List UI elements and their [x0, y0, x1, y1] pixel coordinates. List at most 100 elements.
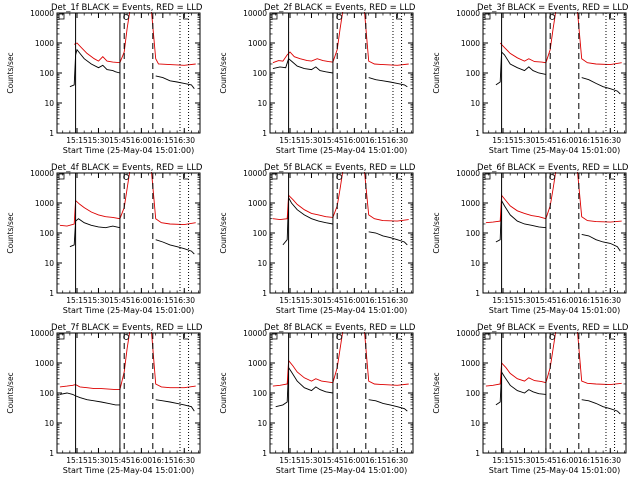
y-tick-label: 10000	[30, 9, 54, 18]
y-tick-label: 10000	[456, 9, 480, 18]
x-tick-label: 15:45	[109, 296, 131, 305]
detector-chart: Det_2f BLACK = Events, RED = LLD 1 10 100 10…	[219, 3, 416, 155]
y-tick-label: 10000	[243, 9, 267, 18]
y-tick-label: 1000	[35, 39, 54, 48]
x-axis-label: Start Time (25-May-04 15:01:00)	[489, 466, 620, 475]
marker-circle-glyph	[123, 14, 130, 20]
marker-corner-glyph	[396, 174, 402, 180]
chart-title: Det_5f BLACK = Events, RED = LLD	[264, 163, 416, 173]
marker-box-glyph	[484, 333, 491, 340]
detector-panel: Det_3f BLACK = Events, RED = LLD 1 10 100 10…	[426, 0, 639, 160]
y-tick-label: 1	[262, 129, 267, 138]
y-tick-label: 10	[470, 259, 480, 268]
events-series-line	[155, 239, 195, 255]
x-tick-label: 15:30	[88, 296, 110, 305]
detector-chart: Det_1f BLACK = Events, RED = LLD 1 10 100 10…	[6, 3, 203, 155]
series-group	[272, 12, 409, 88]
y-tick-label: 1000	[35, 199, 54, 208]
x-tick-label: 16:00	[344, 296, 366, 305]
x-axis-label: Start Time (25-May-04 15:01:00)	[276, 146, 407, 155]
x-tick-label: 15:45	[535, 136, 557, 145]
events-series-line	[581, 399, 621, 415]
chart-title: Det_8f BLACK = Events, RED = LLD	[264, 323, 416, 333]
x-tick-label: 15:15	[492, 296, 514, 305]
x-tick-label: 15:15	[492, 136, 514, 145]
y-tick-label: 10	[470, 99, 480, 108]
x-axis-label: Start Time (25-May-04 15:01:00)	[276, 466, 407, 475]
marker-box-glyph	[484, 13, 491, 20]
detector-chart: Det_6f BLACK = Events, RED = LLD 1 10 100 10…	[432, 163, 629, 315]
marker-circle-glyph	[336, 14, 343, 20]
chart-title: Det_9f BLACK = Events, RED = LLD	[477, 323, 629, 333]
chart-title: Det_7f BLACK = Events, RED = LLD	[51, 323, 203, 333]
x-axis-label: Start Time (25-May-04 15:01:00)	[276, 306, 407, 315]
events-series-line	[59, 392, 120, 406]
x-tick-label: 15:45	[322, 296, 344, 305]
marker-corner-glyph	[396, 334, 402, 340]
y-tick-label: 100	[253, 69, 268, 78]
y-tick-label: 1	[49, 289, 54, 298]
marker-corner-glyph	[396, 14, 402, 20]
x-tick-label: 16:15	[152, 296, 174, 305]
y-tick-label: 1	[475, 449, 480, 458]
marker-circle-glyph	[123, 334, 130, 340]
y-axis-label: Counts/sec	[219, 52, 228, 93]
marker-circle-glyph	[549, 334, 556, 340]
plot-frame	[482, 12, 627, 134]
x-tick-label: 16:15	[365, 296, 387, 305]
events-series-line	[368, 399, 408, 412]
lld-series-line	[499, 12, 622, 66]
y-tick-label: 1000	[248, 359, 267, 368]
lld-series-line	[272, 172, 409, 222]
x-axis-label: Start Time (25-May-04 15:01:00)	[63, 146, 194, 155]
y-tick-label: 10	[257, 99, 267, 108]
y-tick-label: 10000	[30, 329, 54, 338]
chart-title: Det_3f BLACK = Events, RED = LLD	[477, 3, 629, 13]
detector-panel: Det_7f BLACK = Events, RED = LLD 1 10 100 10…	[0, 320, 213, 480]
plot-frame	[269, 332, 414, 454]
events-series-line	[495, 198, 546, 243]
y-tick-label: 1000	[461, 39, 480, 48]
x-tick-label: 15:30	[514, 136, 536, 145]
x-axis-label: Start Time (25-May-04 15:01:00)	[63, 306, 194, 315]
events-series-line	[368, 77, 408, 88]
chart-title: Det_6f BLACK = Events, RED = LLD	[477, 163, 629, 173]
x-tick-label: 15:15	[279, 296, 301, 305]
plot-frame	[482, 172, 627, 294]
y-axis-label: Counts/sec	[219, 212, 228, 253]
series-group	[59, 172, 196, 255]
detector-panel: Det_2f BLACK = Events, RED = LLD 1 10 100 10…	[213, 0, 426, 160]
x-axis-label: Start Time (25-May-04 15:01:00)	[63, 466, 194, 475]
plot-frame	[56, 332, 201, 454]
detector-chart: Det_8f BLACK = Events, RED = LLD 1 10 100 10…	[219, 323, 416, 475]
marker-box-glyph	[271, 173, 278, 180]
marker-circle-glyph	[123, 174, 130, 180]
detector-panel: Det_5f BLACK = Events, RED = LLD 1 10 100 10…	[213, 160, 426, 320]
y-tick-label: 1000	[248, 39, 267, 48]
y-axis-label: Counts/sec	[6, 372, 15, 413]
y-axis-label: Counts/sec	[432, 52, 441, 93]
x-axis-label: Start Time (25-May-04 15:01:00)	[489, 306, 620, 315]
detector-chart: Det_3f BLACK = Events, RED = LLD 1 10 100 10…	[432, 3, 629, 155]
y-tick-label: 10	[470, 419, 480, 428]
series-group	[272, 332, 409, 412]
events-series-line	[69, 218, 120, 248]
chart-title: Det_2f BLACK = Events, RED = LLD	[264, 3, 416, 13]
y-tick-label: 10000	[243, 169, 267, 178]
marker-corner-glyph	[183, 174, 189, 180]
y-tick-label: 1	[262, 289, 267, 298]
x-tick-label: 16:00	[131, 136, 153, 145]
y-tick-label: 10000	[243, 329, 267, 338]
detector-chart: Det_9f BLACK = Events, RED = LLD 1 10 100 10…	[432, 323, 629, 475]
marker-corner-glyph	[609, 174, 615, 180]
x-tick-label: 15:30	[88, 456, 110, 465]
x-tick-label: 15:45	[322, 136, 344, 145]
detector-panel: Det_6f BLACK = Events, RED = LLD 1 10 100 10…	[426, 160, 639, 320]
x-tick-label: 16:30	[386, 296, 408, 305]
marker-circle-glyph	[336, 174, 343, 180]
x-tick-label: 15:30	[88, 136, 110, 145]
y-axis-label: Counts/sec	[432, 212, 441, 253]
lld-series-line	[485, 332, 622, 387]
y-axis-label: Counts/sec	[432, 372, 441, 413]
events-series-line	[495, 370, 546, 406]
